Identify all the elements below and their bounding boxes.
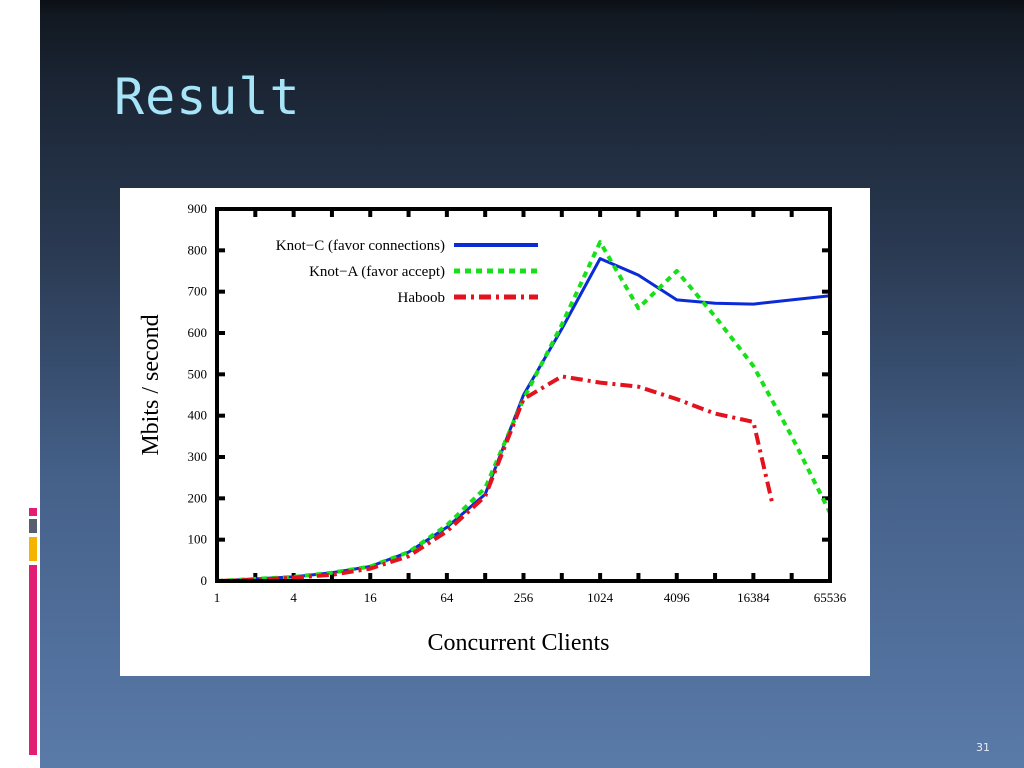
- y-tick-label: 800: [188, 242, 208, 257]
- pink-accent-bar: [29, 565, 37, 755]
- slide-title: Result: [114, 68, 301, 126]
- x-tick-label: 16384: [737, 590, 770, 605]
- series-line-2: [216, 240, 832, 583]
- x-tick-label: 16: [364, 590, 378, 605]
- y-axis-title: Mbits / second: [138, 314, 164, 455]
- x-tick-label: 1024: [587, 590, 614, 605]
- y-tick-label: 100: [188, 532, 208, 547]
- legend-label: Knot−C (favor connections): [276, 238, 445, 254]
- y-tick-label: 900: [188, 201, 208, 216]
- orange-accent: [29, 537, 37, 561]
- x-tick-label: 4096: [664, 590, 691, 605]
- throughput-chart: 0 100 200 300 400 500 600 700 800 900 1 4 16 64 256 102…: [138, 201, 847, 656]
- x-tick-label: 65536: [814, 590, 847, 605]
- legend-label: Knot−A (favor accept): [309, 264, 445, 280]
- x-tick-label: 4: [290, 590, 297, 605]
- left-decorative-bar: [0, 0, 40, 768]
- y-tick-label: 500: [188, 366, 208, 381]
- x-tick-label: 256: [514, 590, 534, 605]
- y-tick-label: 0: [201, 573, 208, 588]
- slide-number: 31: [976, 741, 990, 754]
- x-axis-title: Concurrent Clients: [428, 630, 610, 656]
- y-tick-label: 200: [188, 490, 208, 505]
- series-line-3: [216, 374, 775, 583]
- plot-frame: [215, 207, 832, 583]
- chart-series: [216, 240, 832, 583]
- x-tick-label: 1: [214, 590, 221, 605]
- chart-labels: 0 100 200 300 400 500 600 700 800 900 1 4 16 64 256 102…: [138, 201, 847, 656]
- pink-accent-top: [29, 508, 37, 516]
- legend-label: Haboob: [398, 290, 446, 306]
- y-tick-label: 300: [188, 449, 208, 464]
- y-tick-label: 700: [188, 284, 208, 299]
- y-tick-label: 600: [188, 325, 208, 340]
- x-tick-label: 64: [440, 590, 454, 605]
- series-line-1: [216, 257, 831, 583]
- chart-legend: Knot−C (favor connections) Knot−A (favor …: [276, 238, 538, 306]
- chart-panel: 0 100 200 300 400 500 600 700 800 900 1 4 16 64 256 102…: [120, 188, 870, 676]
- gray-accent: [29, 519, 37, 533]
- y-tick-label: 400: [188, 408, 208, 423]
